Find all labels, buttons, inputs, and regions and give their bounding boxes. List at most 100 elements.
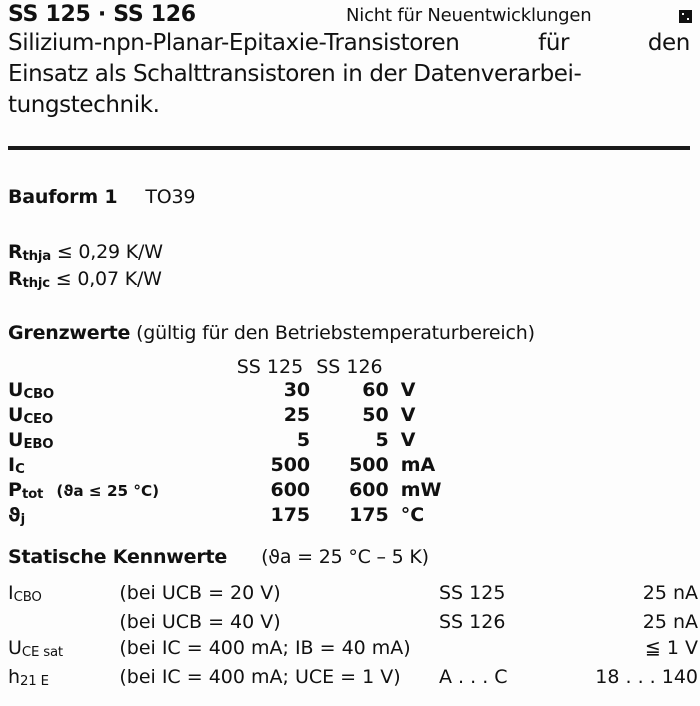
row-value-ss126: 60 — [362, 379, 389, 401]
static-section-heading: Statische Kennwerte (ϑa = 25 °C – 5 K) — [8, 546, 429, 568]
horizontal-divider — [8, 146, 690, 150]
table-row: ϑj 175 175 °C — [8, 504, 448, 529]
limits-heading-bold: Grenzwerte — [8, 322, 131, 344]
symbol-base: U — [8, 404, 24, 426]
package-value: TO39 — [145, 186, 196, 208]
row-value-ss125: 600 — [270, 479, 311, 501]
row-value: 18 . . . 140 — [595, 666, 698, 688]
row-type: SS 126 — [439, 611, 506, 633]
row-symbol: ICBO — [8, 580, 119, 609]
obsolescence-notice: Nicht für Neuentwicklungen — [346, 5, 592, 26]
table-row: h21 E (bei IC = 400 mA; UCE = 1 V) A . .… — [8, 664, 700, 693]
row-condition: (bei IC = 400 mA; IB = 40 mA) — [119, 637, 411, 659]
black-square-mark-icon — [679, 10, 692, 23]
row-type — [439, 635, 568, 664]
symbol-sub: CE sat — [21, 645, 63, 661]
table-row: UCE sat (bei IC = 400 mA; IB = 40 mA) ≦ … — [8, 635, 700, 664]
thermal-subscript: thjc — [22, 276, 50, 292]
thermal-value: 0,29 — [78, 241, 120, 263]
symbol-sub: CEO — [23, 412, 53, 428]
col-ss126-header: SS 126 — [316, 356, 383, 378]
product-description: Silizium-npn-Planar-Epitaxie-Transistore… — [8, 28, 690, 121]
symbol-base: ϑ — [8, 504, 21, 526]
thermal-unit: K/W — [125, 241, 163, 263]
table-row: Ptot (ϑa ≤ 25 °C) 600 600 mW — [8, 479, 448, 504]
symbol-base: h — [8, 666, 21, 688]
row-unit: °C — [400, 504, 425, 526]
symbol-sub: CBO — [13, 590, 42, 606]
symbol-base: P — [8, 479, 22, 501]
symbol-sub: j — [20, 512, 26, 528]
row-value-ss125: 5 — [296, 429, 311, 451]
row-value: ≦ 1 V — [644, 637, 698, 659]
symbol-sub: 21 E — [20, 674, 49, 690]
row-symbol — [8, 609, 119, 635]
row-value-ss126: 50 — [362, 404, 389, 426]
package-row: Bauform 1 TO39 — [8, 186, 196, 208]
row-unit: V — [400, 379, 416, 401]
row-value-ss125: 30 — [283, 379, 311, 401]
table-row: ICBO (bei UCB = 20 V) SS 125 25 nA — [8, 580, 700, 609]
row-condition: (bei IC = 400 mA; UCE = 1 V) — [119, 666, 401, 688]
thermal-relation: ≤ — [56, 241, 73, 263]
static-characteristics-table: ICBO (bei UCB = 20 V) SS 125 25 nA (bei … — [8, 580, 700, 693]
row-value-ss125: 25 — [283, 404, 311, 426]
thermal-resistance-row: Rthja ≤ 0,29 K/W — [8, 240, 163, 267]
table-header-row: SS 125 SS 126 — [8, 356, 448, 379]
row-symbol: ϑj — [8, 504, 230, 529]
limits-heading-rest: (gültig für den Betriebstemperaturbereic… — [136, 322, 535, 344]
row-symbol: UCBO — [8, 379, 230, 404]
thermal-value: 0,07 — [77, 268, 119, 290]
row-symbol: UEBO — [8, 429, 230, 454]
thermal-relation: ≤ — [55, 268, 72, 290]
symbol-base: U — [8, 637, 22, 659]
row-value-ss125: 175 — [270, 504, 311, 526]
col-ss125-header: SS 125 — [236, 356, 304, 378]
row-condition: (ϑa ≤ 25 °C) — [56, 482, 160, 500]
thermal-resistance-block: Rthja ≤ 0,29 K/W Rthjc ≤ 0,07 K/W — [8, 240, 163, 294]
symbol-sub: EBO — [23, 437, 54, 453]
row-type: SS 125 — [439, 582, 506, 604]
description-line-1: Silizium-npn-Planar-Epitaxie-Transistore… — [8, 30, 690, 56]
symbol-base: U — [8, 379, 24, 401]
limits-section-heading: Grenzwerte (gültig für den Betriebstempe… — [8, 322, 535, 344]
table-row: (bei UCB = 40 V) SS 126 25 nA — [8, 609, 700, 635]
row-unit: mW — [400, 479, 442, 501]
row-value: 25 nA — [642, 582, 698, 604]
row-symbol: IC — [8, 454, 230, 479]
description-line-2: Einsatz als Schalttransistoren in der Da… — [8, 61, 582, 87]
symbol-sub: C — [15, 462, 25, 478]
limits-table: SS 125 SS 126 UCBO 30 60 V UCEO 25 50 V … — [8, 356, 448, 529]
row-unit: V — [400, 429, 416, 451]
row-unit: mA — [400, 454, 436, 476]
row-value-ss125: 500 — [270, 454, 311, 476]
thermal-unit: K/W — [124, 268, 162, 290]
page-header: SS 125 · SS 126 Nicht für Neuentwicklung… — [8, 2, 692, 30]
row-value-ss126: 600 — [349, 479, 389, 501]
symbol-sub: CBO — [23, 387, 55, 403]
row-condition: (bei UCB = 40 V) — [119, 611, 281, 633]
row-symbol: UCEO — [8, 404, 230, 429]
row-type: A . . . C — [439, 666, 508, 688]
row-value: 25 nA — [642, 611, 698, 633]
symbol-base: I — [8, 454, 16, 476]
table-row: UCEO 25 50 V — [8, 404, 448, 429]
row-condition: (bei UCB = 20 V) — [119, 582, 281, 604]
table-row: UCBO 30 60 V — [8, 379, 448, 404]
thermal-resistance-row: Rthjc ≤ 0,07 K/W — [8, 267, 163, 294]
row-unit: V — [400, 404, 416, 426]
thermal-symbol: R — [8, 241, 23, 263]
symbol-sub: tot — [21, 487, 44, 503]
table-row: IC 500 500 mA — [8, 454, 448, 479]
page-title: SS 125 · SS 126 — [8, 2, 196, 27]
row-symbol: Ptot (ϑa ≤ 25 °C) — [8, 479, 230, 504]
thermal-symbol: R — [8, 268, 23, 290]
static-heading-bold: Statische Kennwerte — [8, 546, 228, 568]
row-symbol: h21 E — [8, 664, 119, 693]
thermal-subscript: thja — [22, 249, 51, 265]
col-symbol-header — [8, 356, 230, 379]
row-value-ss126: 500 — [349, 454, 389, 476]
row-value-ss126: 5 — [375, 429, 389, 451]
description-line-3: tungstechnik. — [8, 92, 160, 118]
